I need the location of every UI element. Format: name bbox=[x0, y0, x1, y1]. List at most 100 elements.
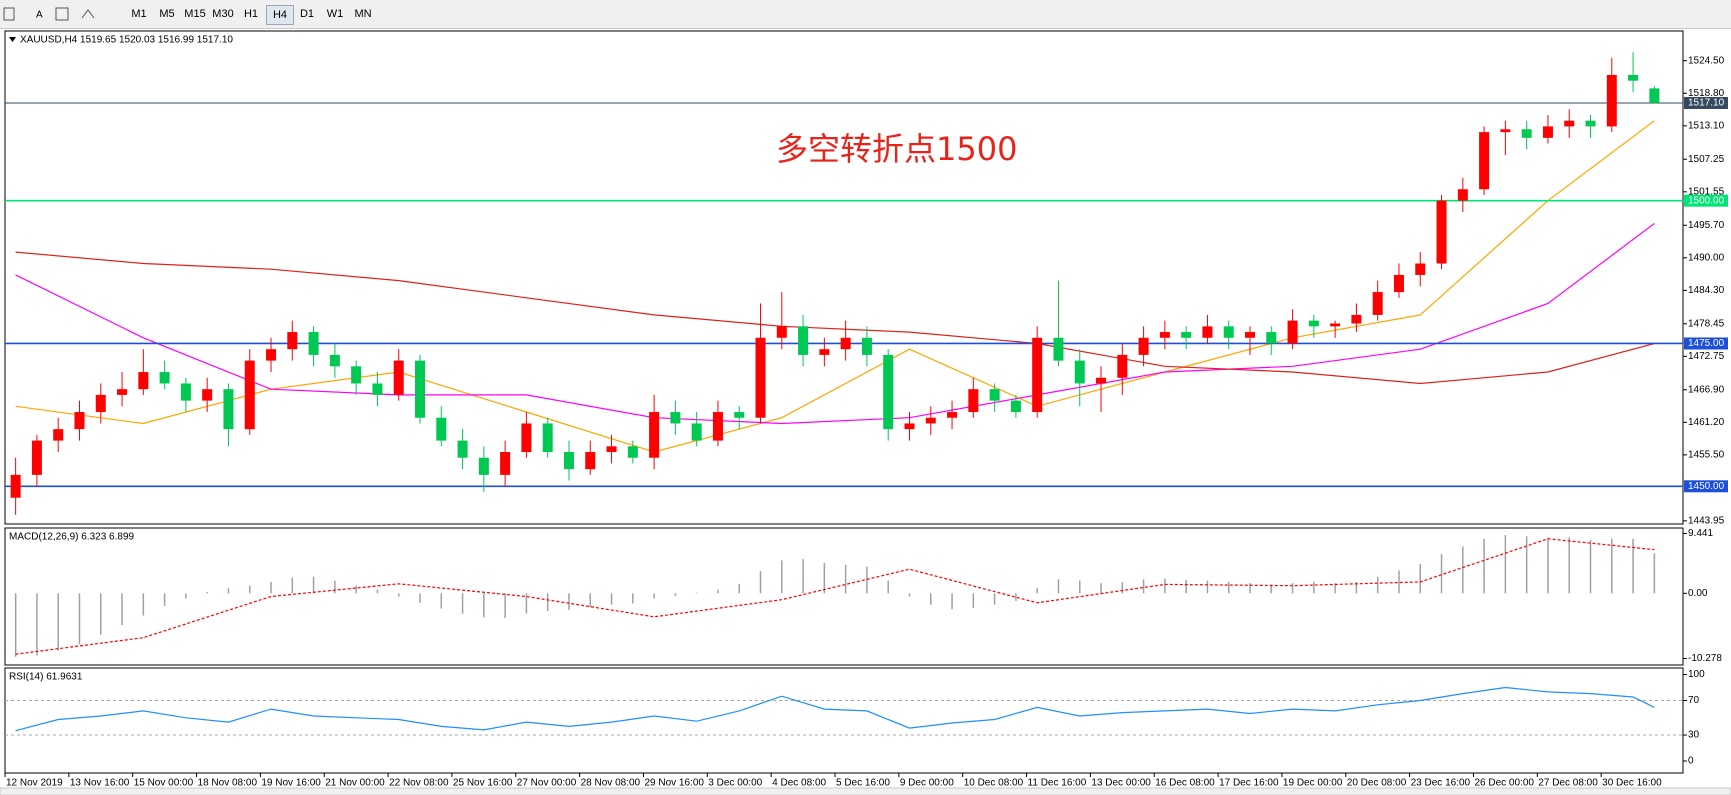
bottom-tabs bbox=[0, 787, 1731, 795]
candle-body bbox=[138, 372, 149, 390]
panel-frame bbox=[4, 30, 1684, 525]
candle-body bbox=[1138, 337, 1149, 355]
candle-body bbox=[1308, 320, 1319, 327]
level-label: 1450.00 bbox=[1688, 481, 1725, 492]
y-tick-label: 70 bbox=[1688, 695, 1700, 706]
candle-body bbox=[563, 452, 574, 470]
candle-body bbox=[436, 417, 447, 441]
y-tick-label: 1518.80 bbox=[1688, 88, 1725, 99]
candle-body bbox=[1159, 332, 1170, 338]
y-tick-label: 1490.00 bbox=[1688, 252, 1725, 263]
candle-body bbox=[691, 423, 702, 441]
x-tick-label: 29 Nov 16:00 bbox=[644, 778, 704, 789]
x-tick-label: 13 Nov 16:00 bbox=[70, 778, 130, 789]
level-label-box bbox=[1684, 337, 1728, 350]
icon bbox=[55, 7, 69, 21]
candle-body bbox=[1542, 126, 1553, 138]
candle-body bbox=[1521, 129, 1532, 138]
candle-body bbox=[840, 337, 851, 350]
y-tick-label: -10.278 bbox=[1688, 653, 1722, 664]
candle-body bbox=[10, 474, 21, 498]
moving-average bbox=[15, 251, 1655, 385]
candle-body bbox=[861, 337, 872, 355]
candle-body bbox=[223, 389, 234, 430]
candle-body bbox=[329, 354, 340, 367]
x-tick-label: 27 Dec 08:00 bbox=[1538, 778, 1598, 789]
candle-body bbox=[925, 417, 936, 424]
timeframe-button[interactable]: MN bbox=[354, 8, 372, 20]
x-tick-label: 19 Nov 16:00 bbox=[261, 778, 321, 789]
candle-body bbox=[521, 423, 532, 453]
x-tick-label: 11 Dec 16:00 bbox=[1028, 778, 1087, 789]
candle-body bbox=[1415, 263, 1426, 275]
candle-body bbox=[606, 446, 617, 453]
candle-body bbox=[308, 332, 319, 355]
candle-body bbox=[1564, 120, 1575, 127]
timeframe-button[interactable]: H4 bbox=[266, 5, 294, 25]
x-tick-label: 25 Nov 16:00 bbox=[453, 778, 513, 789]
candle-body bbox=[1500, 129, 1511, 133]
candle-body bbox=[1010, 400, 1021, 413]
candle-body bbox=[1457, 189, 1468, 201]
y-tick-label: 1455.50 bbox=[1688, 450, 1725, 461]
timeframe-button[interactable]: M15 bbox=[184, 8, 206, 20]
timeframe-button[interactable]: M1 bbox=[131, 8, 147, 20]
annotation: 多空转折点1500 bbox=[776, 130, 1017, 168]
x-tick-label: 30 Dec 16:00 bbox=[1602, 778, 1662, 789]
x-tick-label: 20 Dec 08:00 bbox=[1347, 778, 1407, 789]
y-tick-label: 0 bbox=[1688, 756, 1694, 767]
level-label-box bbox=[1684, 480, 1728, 493]
candle-body bbox=[95, 394, 106, 413]
rsi-line bbox=[15, 686, 1655, 732]
candle-body bbox=[1202, 326, 1213, 338]
timeframe-button[interactable]: M5 bbox=[159, 8, 175, 20]
timeframe-button[interactable]: H1 bbox=[243, 8, 259, 20]
y-tick-label: 1495.70 bbox=[1688, 220, 1725, 231]
timeframe-button[interactable]: M30 bbox=[212, 8, 234, 20]
title-marker bbox=[9, 37, 16, 42]
candle-body bbox=[1393, 274, 1404, 293]
y-tick-label: 1501.55 bbox=[1688, 186, 1725, 197]
candle-body bbox=[776, 326, 787, 338]
candle-body bbox=[734, 412, 745, 418]
timeframe-button[interactable]: W1 bbox=[326, 8, 344, 20]
panel-title: XAUUSD,H4 1519.65 1520.03 1516.99 1517.1… bbox=[20, 35, 233, 46]
candle-body bbox=[947, 412, 958, 418]
x-tick-label: 10 Dec 08:00 bbox=[964, 778, 1024, 789]
candle-body bbox=[266, 349, 277, 361]
candle-body bbox=[31, 440, 42, 475]
icon bbox=[81, 9, 95, 19]
x-tick-label: 18 Nov 08:00 bbox=[198, 778, 258, 789]
candle-body bbox=[351, 366, 362, 384]
candle-body bbox=[1096, 377, 1107, 384]
candle-body bbox=[1181, 332, 1192, 338]
panel-frame bbox=[4, 527, 1684, 666]
candle-body bbox=[649, 412, 660, 458]
y-tick-label: 1507.25 bbox=[1688, 154, 1725, 165]
candle-body bbox=[755, 337, 766, 418]
candle-body bbox=[1117, 354, 1128, 378]
candle-body bbox=[1287, 320, 1298, 344]
candle-body bbox=[117, 389, 128, 395]
candle-body bbox=[1649, 88, 1660, 103]
x-tick-label: 13 Dec 00:00 bbox=[1091, 778, 1151, 789]
candle-body bbox=[712, 412, 723, 441]
candle-body bbox=[74, 412, 85, 430]
candle-body bbox=[202, 389, 213, 401]
timeframe-button[interactable]: D1 bbox=[299, 8, 315, 20]
x-tick-label: 17 Dec 16:00 bbox=[1219, 778, 1279, 789]
candle-body bbox=[798, 326, 809, 355]
y-tick-label: 1478.45 bbox=[1688, 318, 1725, 329]
candle-body bbox=[1606, 74, 1617, 127]
candle-body bbox=[1074, 360, 1085, 384]
candle-body bbox=[287, 332, 298, 350]
icon bbox=[3, 7, 15, 21]
x-tick-label: 16 Dec 08:00 bbox=[1155, 778, 1215, 789]
y-tick-label: 9.441 bbox=[1688, 528, 1713, 539]
x-tick-label: 9 Dec 00:00 bbox=[900, 778, 954, 789]
candle-body bbox=[883, 354, 894, 430]
toolbar: A M1 M5 M15 M30 H1 H4 D1 W1 MN bbox=[0, 0, 1731, 29]
candle-body bbox=[904, 423, 915, 430]
candle-body bbox=[478, 457, 489, 475]
